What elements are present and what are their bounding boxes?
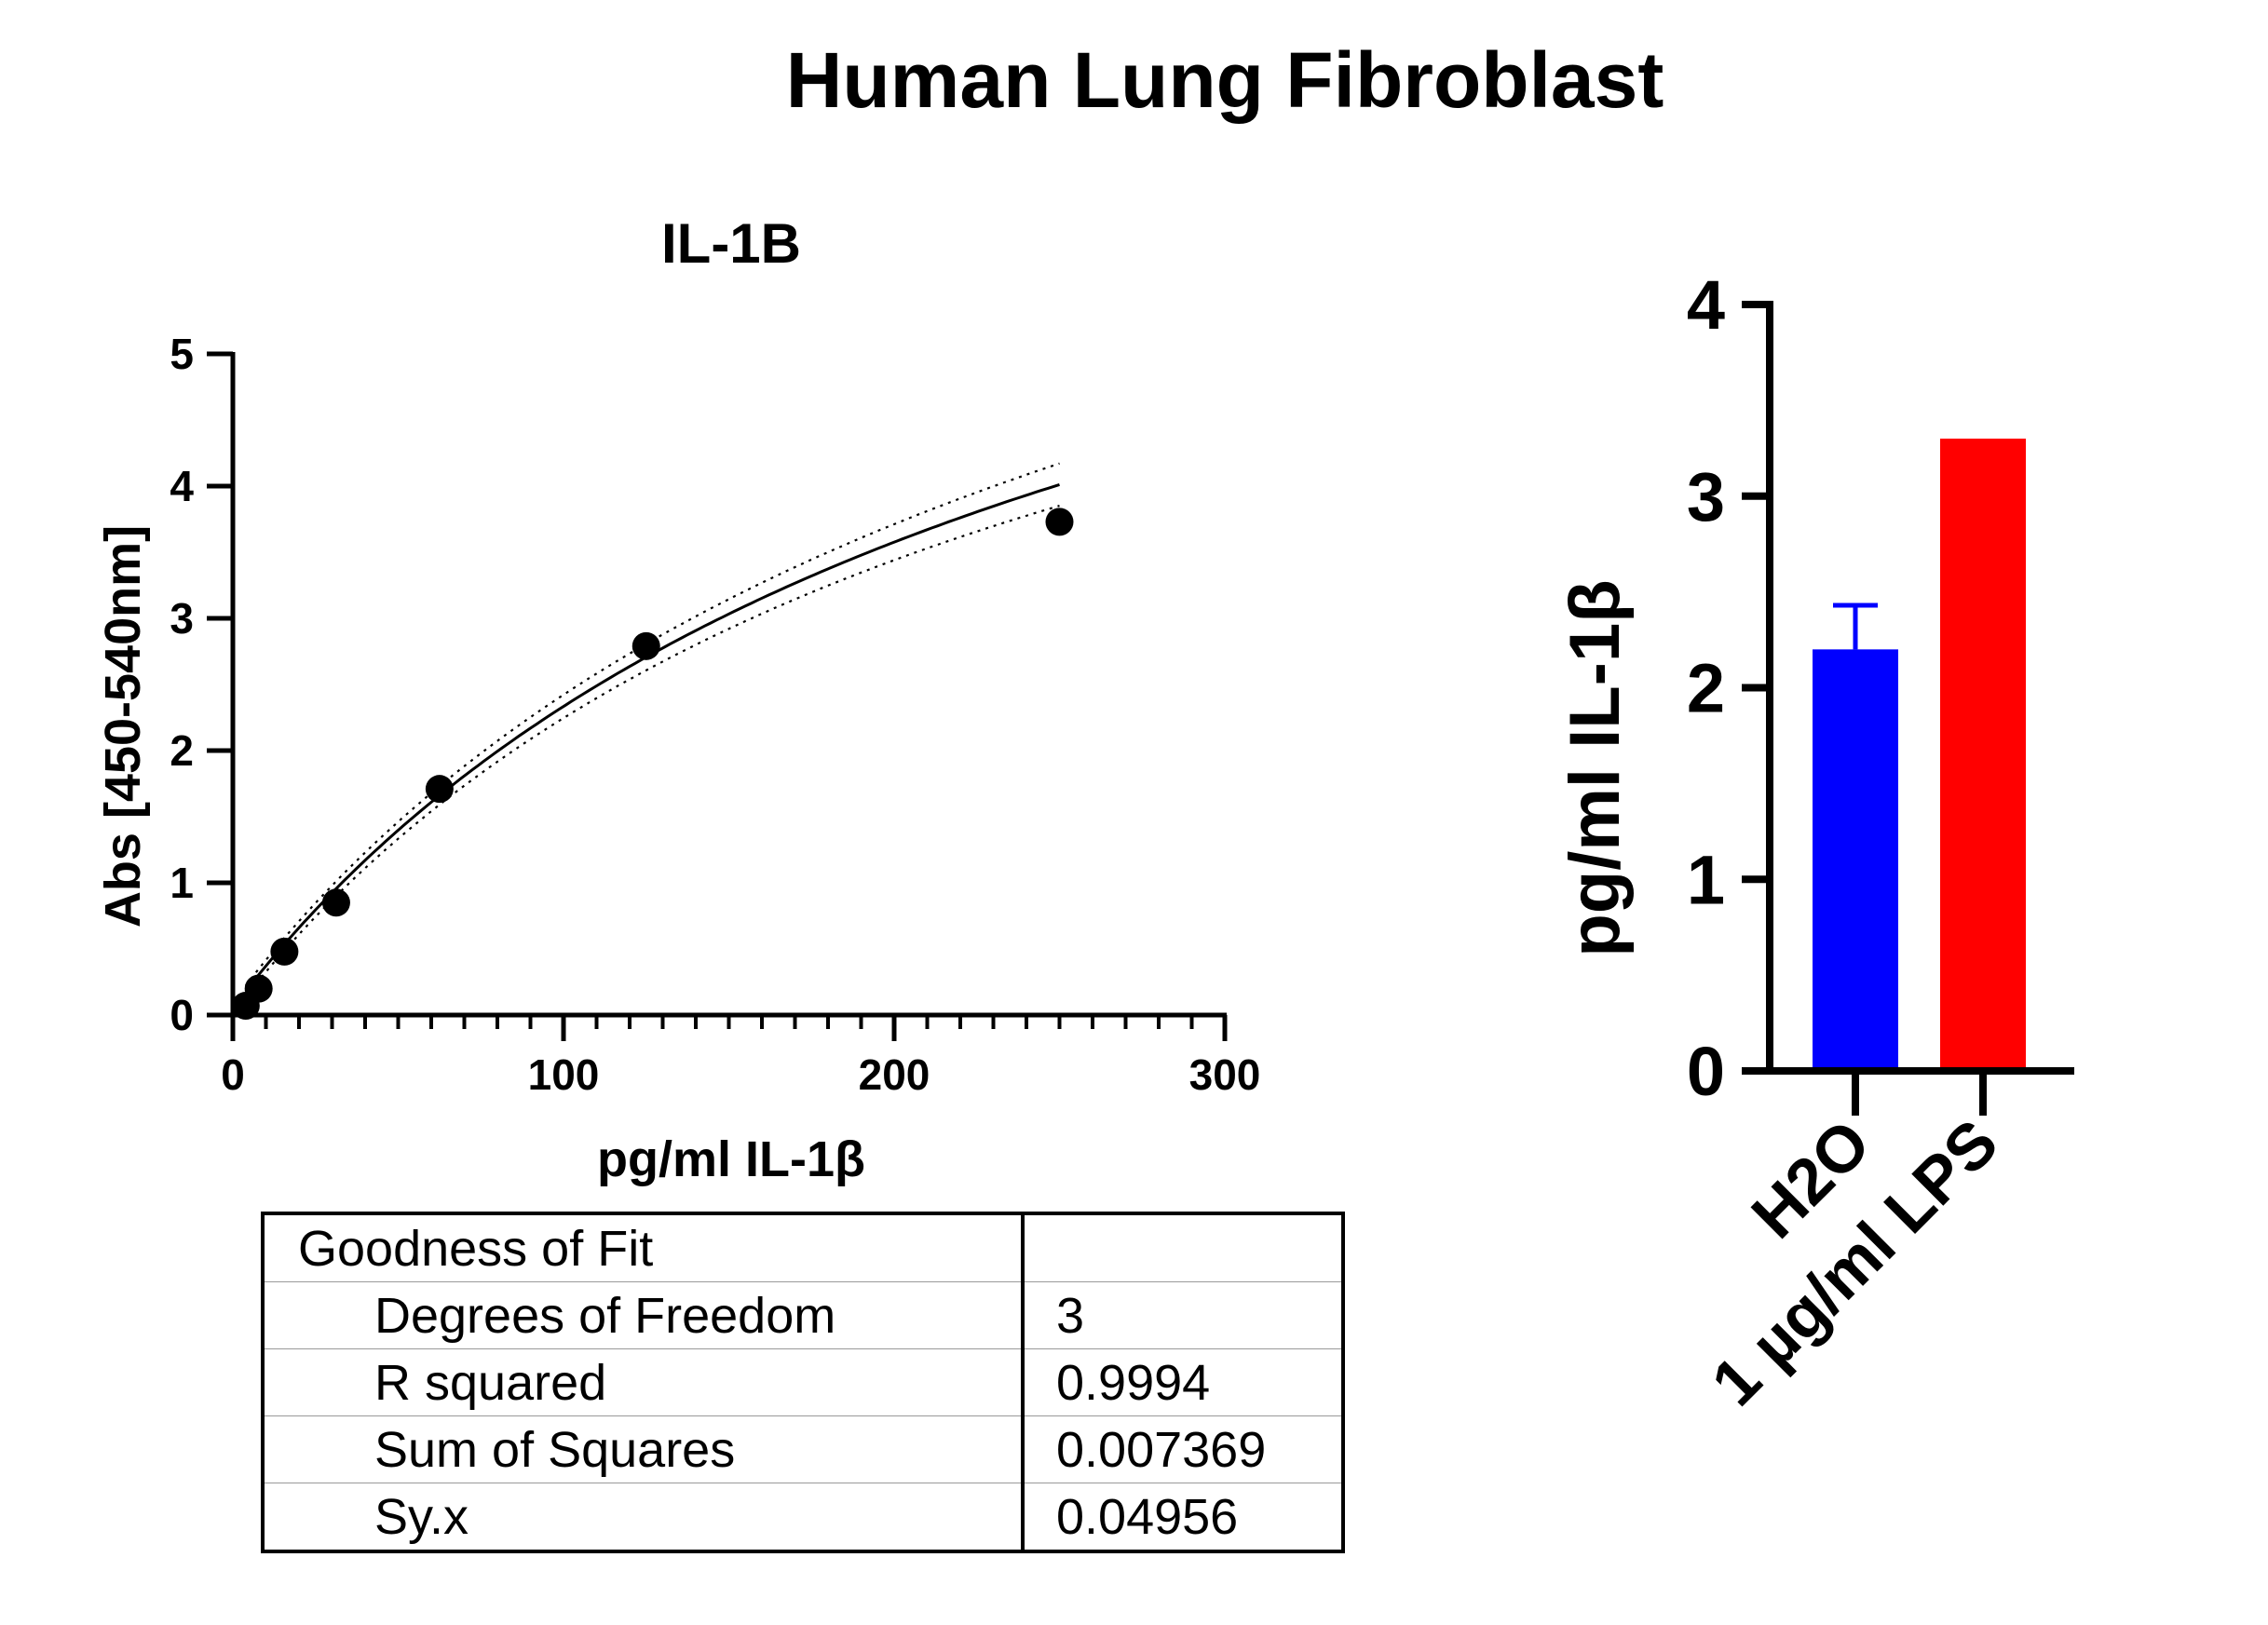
curve-axes: 0 100 200 300 0 1 2 3 4 5 [170, 330, 1260, 1099]
curve-chart-title: IL-1B [661, 212, 801, 275]
y-tick-label: 4 [1687, 266, 1725, 344]
table-row: R squared 0.9994 [263, 1348, 1343, 1416]
y-tick-label: 0 [170, 991, 194, 1039]
x-tick-label: 100 [528, 1050, 600, 1099]
y-tick-label: 2 [1687, 650, 1725, 727]
standard-curve-chart: IL-1B Abs [450-540nm] pg/ml IL-1β 0 100 20… [95, 212, 1260, 1187]
data-point [632, 631, 660, 660]
y-tick-label: 1 [1687, 841, 1725, 918]
table-row: Sum of Squares 0.007369 [263, 1415, 1343, 1483]
table-header-blank [1023, 1213, 1343, 1282]
x-tick-label: 200 [859, 1050, 930, 1099]
y-tick-label: 1 [170, 859, 194, 907]
row-label: Sum of Squares [263, 1415, 1025, 1483]
data-point [1045, 508, 1074, 536]
y-tick-label: 5 [170, 330, 194, 378]
goodness-of-fit-table: Goodness of Fit Degrees of Freedom 3 R s… [261, 1212, 1345, 1553]
confidence-band-upper [244, 462, 1060, 987]
y-tick-label: 4 [170, 462, 194, 510]
row-label: Degrees of Freedom [263, 1281, 1025, 1349]
curve-y-axis-label: Abs [450-540nm] [95, 525, 151, 928]
bar [1813, 649, 1898, 1071]
table-header-cell: Goodness of Fit [263, 1213, 1025, 1282]
table-row: Degrees of Freedom 3 [263, 1281, 1343, 1349]
y-tick-label: 0 [1687, 1033, 1725, 1110]
confidence-band-lower [244, 505, 1060, 997]
fit-curve [244, 482, 1060, 993]
table-header-row: Goodness of Fit [263, 1213, 1343, 1282]
x-tick-label: 300 [1189, 1050, 1261, 1099]
figure-title: Human Lung Fibroblast [786, 36, 1664, 124]
curve-x-axis-label: pg/ml IL-1β [597, 1131, 865, 1187]
bar-y-axis-label: pg/ml IL-1β [1555, 579, 1635, 956]
confidence-band [244, 462, 1060, 997]
data-point [270, 937, 299, 966]
bar-marks [1813, 439, 2026, 1071]
y-tick-label: 3 [1687, 458, 1725, 535]
row-value: 0.9994 [1023, 1348, 1343, 1416]
bar [1940, 439, 2026, 1071]
row-label: Sy.x [263, 1483, 1025, 1551]
data-point [321, 888, 350, 917]
data-point [244, 974, 273, 1003]
row-value: 3 [1023, 1281, 1343, 1349]
row-value: 0.04956 [1056, 1488, 1239, 1545]
table-row: Sy.x 0.04956 [263, 1483, 1343, 1551]
x-tick-label: 0 [221, 1050, 245, 1099]
y-tick-label: 3 [170, 594, 194, 643]
y-tick-label: 2 [170, 726, 194, 775]
row-label: R squared [263, 1348, 1025, 1416]
data-point [425, 775, 454, 804]
row-value: 0.007369 [1023, 1415, 1343, 1483]
data-points [231, 508, 1074, 1021]
